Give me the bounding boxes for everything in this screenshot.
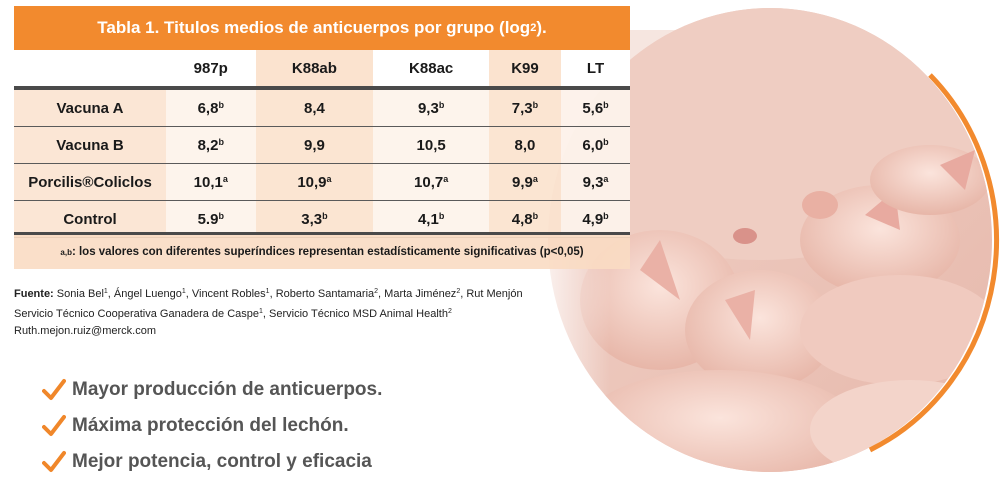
author: Sonia Bel bbox=[56, 288, 104, 300]
header-k99: K99 bbox=[488, 50, 561, 88]
author: Ángel Luengo bbox=[113, 288, 182, 300]
table-cell: 9,9 bbox=[255, 126, 374, 164]
table-cell: 8,0 bbox=[488, 126, 561, 164]
table-cell: 4,8b bbox=[488, 200, 561, 238]
table-cell: 3,3b bbox=[255, 200, 374, 238]
author: Marta Jiménez bbox=[384, 288, 457, 300]
list-item: Mayor producción de anticuerpos. bbox=[42, 372, 382, 408]
table-cell: 9,3b bbox=[373, 88, 489, 127]
source-label: Fuente: bbox=[14, 288, 54, 300]
table-cell: 6,0b bbox=[561, 126, 630, 164]
row-label: Vacuna A bbox=[14, 88, 166, 127]
table-row: Vacuna B 8,2b 9,9 10,5 8,0 6,0b bbox=[14, 126, 630, 164]
table-cell: 4,1b bbox=[373, 200, 489, 238]
table-title-end: ). bbox=[536, 18, 547, 37]
table-cell: 4,9b bbox=[561, 200, 630, 238]
footnote-superscript: a,b bbox=[60, 247, 72, 257]
header-empty-cell bbox=[14, 50, 166, 88]
table-footnote: a,b: los valores con diferentes superínd… bbox=[14, 232, 630, 269]
table-title: Tabla 1. Titulos medios de anticuerpos p… bbox=[14, 6, 630, 50]
source-credits: Fuente: Sonia Bel1, Ángel Luengo1, Vince… bbox=[14, 283, 574, 340]
table-cell: 8,2b bbox=[166, 126, 256, 164]
checkmark-icon bbox=[42, 451, 66, 472]
header-k88ab: K88ab bbox=[255, 50, 374, 88]
table-cell: 10,5 bbox=[373, 126, 489, 164]
table-title-subscript: 2 bbox=[530, 22, 537, 34]
table-cell: 8,4 bbox=[255, 88, 374, 127]
table-title-text: Tabla 1. Titulos medios de anticuerpos p… bbox=[97, 18, 531, 37]
author: Vincent Robles bbox=[191, 288, 266, 300]
source-line-affiliations: Servicio Técnico Cooperativa Ganadera de… bbox=[14, 308, 452, 320]
table-cell: 9,3a bbox=[561, 163, 630, 201]
table-cell: 10,9a bbox=[255, 163, 374, 201]
row-label: Porcilis®Coliclos bbox=[14, 163, 166, 201]
table-row: Vacuna A 6,8b 8,4 9,3b 7,3b 5,6b bbox=[14, 88, 630, 127]
table-row: Control 5.9b 3,3b 4,1b 4,8b 4,9b bbox=[14, 200, 630, 238]
contact-email: Ruth.mejon.ruiz@merck.com bbox=[14, 325, 156, 337]
table-cell: 7,3b bbox=[488, 88, 561, 127]
table-cell: 5,6b bbox=[561, 88, 630, 127]
benefits-list: Mayor producción de anticuerpos. Máxima … bbox=[42, 372, 382, 480]
checkmark-icon bbox=[42, 415, 66, 436]
table-header-row: 987p K88ab K88ac K99 LT bbox=[14, 50, 630, 88]
table-cell: 10,7a bbox=[373, 163, 489, 201]
footnote-text: : los valores con diferentes superíndice… bbox=[71, 246, 584, 258]
benefit-text: Mejor potencia, control y eficacia bbox=[72, 451, 372, 472]
table-cell: 10,1a bbox=[166, 163, 256, 201]
row-label: Vacuna B bbox=[14, 126, 166, 164]
row-label: Control bbox=[14, 200, 166, 238]
author: Rut Menjón bbox=[466, 288, 523, 300]
list-item: Máxima protección del lechón. bbox=[42, 408, 382, 444]
table-cell: 5.9b bbox=[166, 200, 256, 238]
table-cell: 9,9a bbox=[488, 163, 561, 201]
antibody-titers-table: 987p K88ab K88ac K99 LT Vacuna A 6,8b 8,… bbox=[14, 50, 630, 238]
checkmark-icon bbox=[42, 379, 66, 400]
header-987p: 987p bbox=[166, 50, 256, 88]
source-line-authors: Fuente: Sonia Bel1, Ángel Luengo1, Vince… bbox=[14, 288, 523, 300]
table-cell: 6,8b bbox=[166, 88, 256, 127]
header-k88ac: K88ac bbox=[373, 50, 489, 88]
header-lt: LT bbox=[561, 50, 630, 88]
table-row: Porcilis®Coliclos 10,1a 10,9a 10,7a 9,9a… bbox=[14, 163, 630, 201]
list-item: Mejor potencia, control y eficacia bbox=[42, 444, 382, 480]
benefit-text: Máxima protección del lechón. bbox=[72, 415, 349, 436]
author: Roberto Santamaria bbox=[275, 288, 375, 300]
benefit-text: Mayor producción de anticuerpos. bbox=[72, 379, 383, 400]
